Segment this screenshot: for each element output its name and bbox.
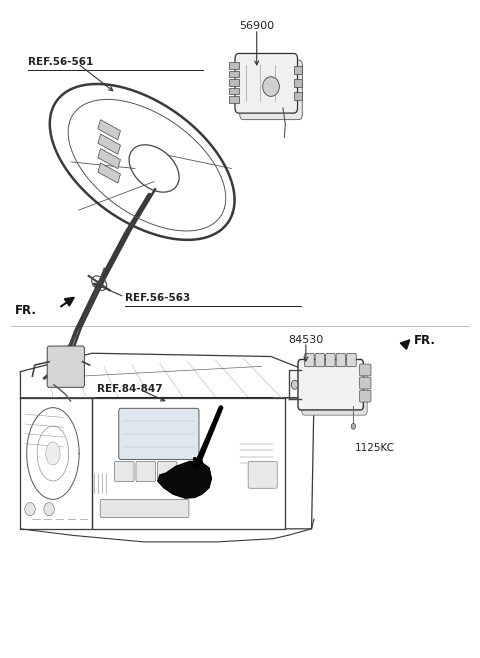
- Ellipse shape: [46, 442, 60, 465]
- Bar: [229, 88, 239, 94]
- Bar: [294, 79, 302, 87]
- Bar: [229, 70, 239, 77]
- FancyBboxPatch shape: [360, 390, 371, 402]
- Bar: [98, 120, 120, 140]
- Bar: [98, 134, 120, 154]
- FancyBboxPatch shape: [298, 359, 363, 410]
- Ellipse shape: [263, 77, 279, 96]
- FancyBboxPatch shape: [235, 53, 298, 113]
- FancyBboxPatch shape: [119, 408, 199, 459]
- Polygon shape: [158, 461, 211, 498]
- FancyBboxPatch shape: [136, 461, 156, 482]
- Ellipse shape: [351, 423, 356, 429]
- FancyBboxPatch shape: [347, 353, 356, 367]
- Text: REF.56-563: REF.56-563: [125, 293, 191, 303]
- FancyBboxPatch shape: [240, 60, 302, 120]
- FancyBboxPatch shape: [100, 499, 189, 518]
- FancyBboxPatch shape: [115, 461, 134, 482]
- FancyBboxPatch shape: [336, 353, 346, 367]
- FancyBboxPatch shape: [315, 353, 324, 367]
- FancyBboxPatch shape: [302, 365, 367, 415]
- Bar: [294, 92, 302, 100]
- Text: REF.84-847: REF.84-847: [97, 384, 162, 394]
- Bar: [229, 79, 239, 86]
- Text: FR.: FR.: [15, 304, 37, 317]
- Ellipse shape: [44, 503, 54, 516]
- FancyBboxPatch shape: [157, 461, 177, 482]
- FancyBboxPatch shape: [360, 364, 371, 376]
- Bar: [229, 96, 239, 103]
- Text: 1125KC: 1125KC: [355, 443, 395, 453]
- Ellipse shape: [25, 503, 35, 516]
- FancyBboxPatch shape: [47, 346, 84, 388]
- FancyBboxPatch shape: [305, 353, 314, 367]
- FancyBboxPatch shape: [325, 353, 335, 367]
- Bar: [294, 66, 302, 74]
- Bar: [98, 149, 120, 168]
- FancyBboxPatch shape: [248, 461, 277, 488]
- Bar: [229, 62, 239, 68]
- FancyBboxPatch shape: [360, 377, 371, 389]
- Text: FR.: FR.: [414, 334, 436, 347]
- Ellipse shape: [291, 380, 298, 390]
- Text: 84530: 84530: [288, 335, 324, 345]
- Text: 56900: 56900: [239, 21, 274, 32]
- Text: REF.56-561: REF.56-561: [28, 57, 93, 67]
- Bar: [98, 163, 120, 183]
